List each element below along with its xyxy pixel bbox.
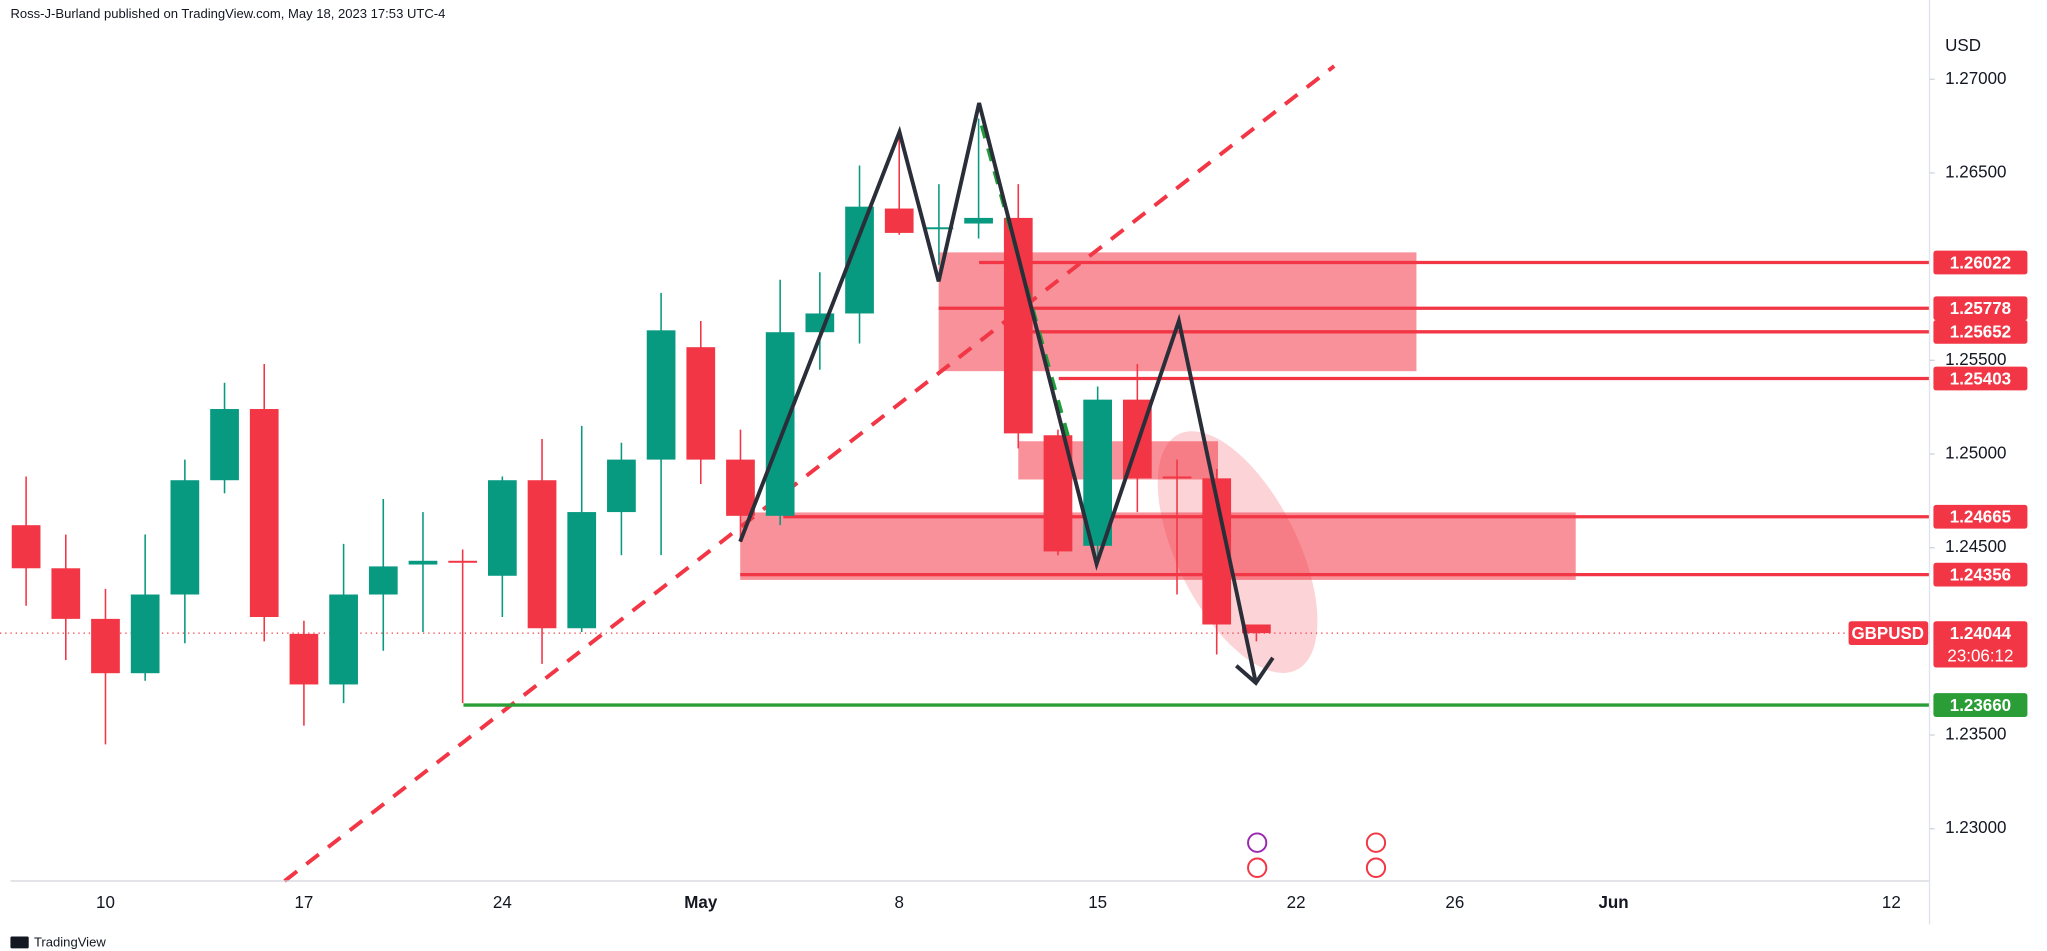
candle-body (91, 618, 120, 674)
x-tick-label: 17 (294, 893, 313, 912)
event-icon (1247, 832, 1268, 853)
candle-body (646, 330, 676, 460)
level-label: 1.25652 (1950, 323, 2011, 342)
candle-body (130, 594, 160, 674)
candle-body (686, 347, 716, 460)
candle-body (884, 208, 914, 233)
x-tick-label: 26 (1445, 893, 1464, 912)
candle-body (170, 480, 200, 595)
price-labels: 1.26022 1.25778 1.25652 1.25403 1.24665 1.243… (1848, 250, 2028, 717)
candle-body (567, 512, 597, 629)
candle-body (368, 566, 398, 595)
candle-body (448, 560, 478, 563)
x-tick-label: May (684, 893, 718, 912)
x-tick-label: 8 (894, 893, 903, 912)
level-label-box (1933, 296, 2028, 321)
candle-body (289, 633, 319, 685)
candle-body (1242, 624, 1271, 634)
level-label-box (1933, 366, 2028, 391)
candle-body (11, 525, 41, 569)
level-label: 1.26022 (1950, 253, 2011, 272)
level-label-box (1933, 562, 2028, 587)
level-label: 1.24356 (1950, 565, 2011, 584)
level-label: 1.25778 (1950, 299, 2011, 318)
candles (11, 118, 1271, 745)
highlight-ellipse (1157, 431, 1318, 673)
event-icon (1247, 857, 1268, 879)
symbol-label: GBPUSD (1851, 624, 1924, 643)
currency-label: USD (1945, 36, 1981, 55)
level-label-box (1933, 319, 2028, 344)
zone (740, 512, 1576, 580)
candle-body (527, 480, 557, 629)
event-icon (1365, 857, 1387, 879)
candle-body (210, 409, 239, 481)
level-label-box (1933, 250, 2028, 275)
arrow-head (1235, 656, 1275, 686)
y-tick-label: 1.24500 (1945, 537, 2006, 556)
candle-body (765, 332, 795, 516)
candle-body (408, 560, 438, 565)
x-tick-label: Jun (1598, 893, 1628, 912)
candle-body (329, 594, 358, 685)
brand-logo (10, 936, 29, 949)
countdown-label: 23:06:12 (1947, 646, 2013, 665)
candle-body (51, 568, 81, 619)
x-tick-label: 10 (96, 893, 115, 912)
event-icons (1247, 832, 1387, 879)
publisher: Ross-J-Burland published on TradingView.… (10, 6, 445, 21)
symbol-box (1848, 621, 1929, 645)
level-label-box (1933, 693, 2028, 717)
brand: TradingView (10, 934, 106, 950)
y-tick-label: 1.25500 (1945, 350, 2006, 369)
level-label: 1.24665 (1950, 508, 2012, 527)
x-tick-label: 12 (1882, 893, 1901, 912)
candle-body (1162, 476, 1192, 479)
x-tick-label: 15 (1088, 893, 1107, 912)
level-label-box (1933, 504, 2028, 529)
candle-body (726, 459, 755, 516)
x-tick-label: 22 (1287, 893, 1306, 912)
level-label: 1.25403 (1950, 369, 2011, 388)
y-tick-label: 1.23500 (1945, 724, 2006, 743)
candle-body (249, 409, 279, 617)
candle-body (924, 227, 954, 230)
candle-body (607, 459, 636, 513)
candle-body (487, 480, 517, 576)
y-tick-label: 1.25000 (1945, 443, 2006, 462)
x-tick-label: 24 (493, 893, 512, 912)
trend-line (283, 64, 1336, 883)
zigzag-path (738, 102, 1258, 684)
y-tick-label: 1.27000 (1945, 69, 2006, 88)
y-tick-label: 1.26500 (1945, 162, 2006, 181)
level-label: 1.23660 (1950, 696, 2011, 715)
y-tick-label: 1.23000 (1945, 818, 2006, 837)
last-price-box (1933, 621, 2028, 668)
event-icon (1365, 832, 1387, 853)
last-price-label: 1.24044 (1950, 624, 2012, 643)
axis: 1.27000 1.26500 1.25500 1.25000 1.24500 1.235… (96, 69, 2006, 912)
candle-body (1083, 399, 1113, 546)
candle-body (964, 217, 993, 224)
brand-name: TradingView (34, 934, 106, 949)
